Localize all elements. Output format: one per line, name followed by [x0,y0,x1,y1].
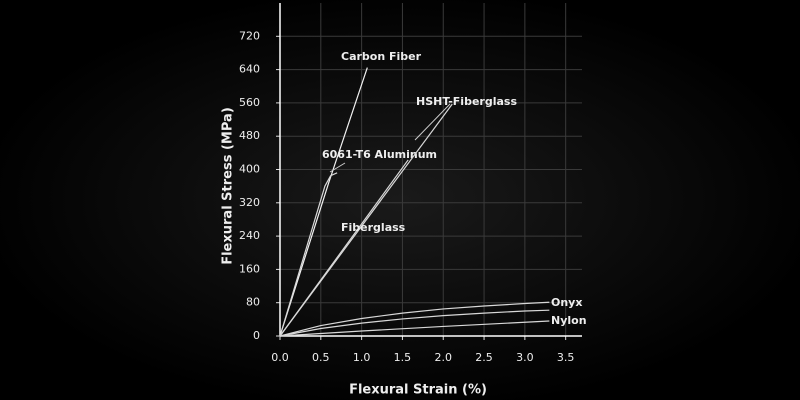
y-axis-title: Flexural Stress (MPa) [221,107,236,265]
x-tick-label: 3.0 [516,351,534,364]
series-label: Onyx [551,296,582,309]
series-line [279,67,368,337]
series-line [279,320,550,337]
y-tick-label: 640 [239,63,260,76]
y-tick-label: 0 [253,329,260,342]
x-tick-label: 1.0 [353,351,371,364]
series-line [279,159,409,337]
series-label: 6061-T6 Aluminum [322,148,437,161]
y-tick-label: 720 [239,29,260,42]
series-line [279,172,338,337]
series-label: Nylon [551,314,587,327]
y-tick-label: 560 [239,96,260,109]
x-tick-label: 3.5 [557,351,575,364]
x-axis-title: Flexural Strain (%) [349,383,487,398]
y-tick-label: 160 [239,262,260,275]
series-label: Fiberglass [341,221,406,234]
leader [414,103,451,141]
series-label: Carbon Fiber [341,50,422,63]
x-tick-label: 0.5 [312,351,330,364]
series-line [279,309,550,337]
series-label: HSHT-Fiberglass [416,95,517,108]
x-tick-label: 1.5 [394,351,412,364]
leader [329,162,346,173]
y-tick-label: 480 [239,129,260,142]
y-tick-label: 80 [246,296,260,309]
x-tick-label: 0.0 [271,351,289,364]
y-tick-label: 240 [239,229,260,242]
x-tick-label: 2.5 [475,351,493,364]
x-tick-label: 2.0 [434,351,452,364]
series-line [279,301,550,337]
y-tick-label: 400 [239,163,260,176]
y-tick-label: 320 [239,196,260,209]
